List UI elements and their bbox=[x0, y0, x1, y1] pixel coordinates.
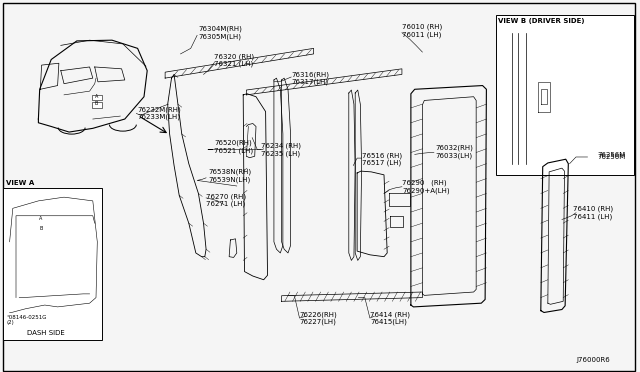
Text: B: B bbox=[95, 101, 99, 106]
Text: 76226(RH)
76227(LH): 76226(RH) 76227(LH) bbox=[300, 311, 337, 325]
Text: 76234 (RH)
76235 (LH): 76234 (RH) 76235 (LH) bbox=[261, 142, 301, 157]
Bar bbox=[35, 226, 47, 232]
Bar bbox=[92, 102, 102, 108]
Text: 76232M(RH)
76233M(LH): 76232M(RH) 76233M(LH) bbox=[138, 106, 181, 121]
Text: B: B bbox=[39, 225, 43, 231]
Text: 76256M: 76256M bbox=[597, 153, 625, 158]
Text: A: A bbox=[39, 216, 43, 221]
Bar bbox=[35, 217, 47, 223]
Text: 76290   (RH)
76290+A(LH): 76290 (RH) 76290+A(LH) bbox=[402, 180, 449, 194]
Text: 76256M: 76256M bbox=[597, 154, 625, 160]
Text: 76414 (RH)
76415(LH): 76414 (RH) 76415(LH) bbox=[370, 311, 410, 325]
Text: 76410 (RH)
76411 (LH): 76410 (RH) 76411 (LH) bbox=[573, 206, 613, 220]
Bar bbox=[92, 95, 102, 100]
Text: 76516 (RH)
76517 (LH): 76516 (RH) 76517 (LH) bbox=[362, 152, 402, 166]
Text: 76270 (RH)
76271 (LH): 76270 (RH) 76271 (LH) bbox=[206, 193, 246, 207]
Text: J76000R6: J76000R6 bbox=[576, 357, 610, 363]
Text: 76304M(RH)
76305M(LH): 76304M(RH) 76305M(LH) bbox=[198, 26, 243, 40]
Text: 76320 (RH)
76321 (LH): 76320 (RH) 76321 (LH) bbox=[214, 53, 255, 67]
Text: VIEW B (DRIVER SIDE): VIEW B (DRIVER SIDE) bbox=[498, 18, 584, 24]
Text: 76316(RH)
76317(LH): 76316(RH) 76317(LH) bbox=[291, 71, 329, 85]
Text: DASH SIDE: DASH SIDE bbox=[27, 330, 65, 336]
Bar bbox=[496, 15, 634, 175]
Text: °08146-0251G
(2): °08146-0251G (2) bbox=[6, 314, 47, 326]
Text: 76520(RH)
76521 (LH): 76520(RH) 76521 (LH) bbox=[214, 140, 253, 154]
Text: 76010 (RH)
76011 (LH): 76010 (RH) 76011 (LH) bbox=[402, 23, 442, 38]
Text: VIEW A: VIEW A bbox=[6, 180, 35, 186]
Text: 76032(RH)
76033(LH): 76032(RH) 76033(LH) bbox=[435, 145, 473, 159]
Bar bbox=[3, 188, 102, 340]
Text: A: A bbox=[95, 94, 99, 99]
Text: 76538N(RH)
76539N(LH): 76538N(RH) 76539N(LH) bbox=[208, 169, 251, 183]
